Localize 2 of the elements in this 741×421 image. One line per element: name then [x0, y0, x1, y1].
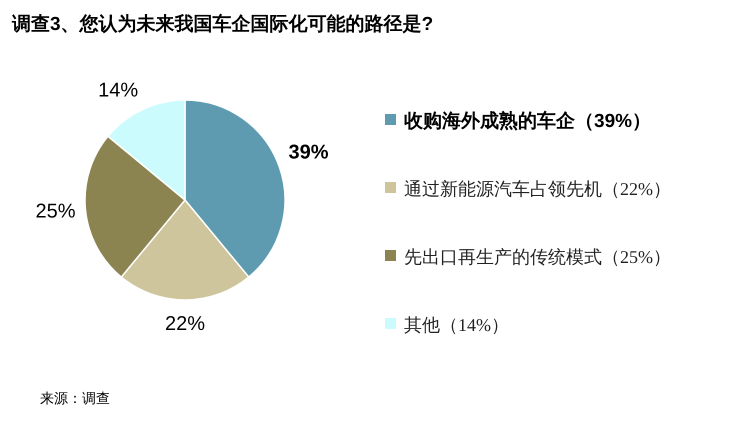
annotation: 来源：调查 — [40, 390, 110, 406]
title: 调查3、您认为未来我国车企国际化可能的路径是? — [12, 14, 434, 35]
